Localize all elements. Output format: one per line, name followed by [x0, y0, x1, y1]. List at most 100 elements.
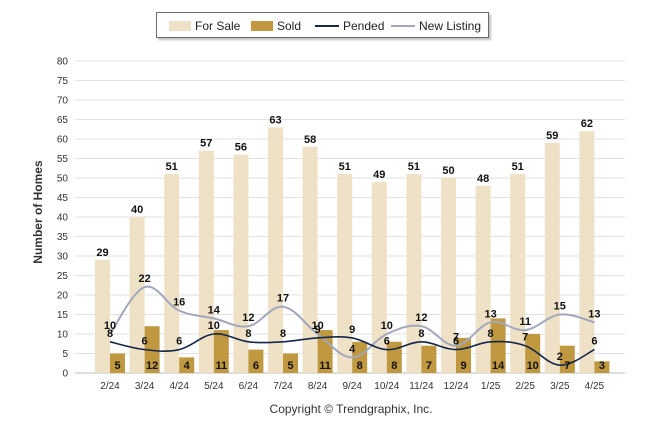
legend-label-for-sale: For Sale [195, 19, 241, 33]
label-for-sale: 62 [581, 118, 593, 130]
bar-sold [213, 330, 229, 373]
y-tick-label: 65 [57, 115, 69, 126]
label-new-listing: 10 [381, 320, 393, 332]
bar-sold [179, 357, 195, 373]
label-sold: 14 [492, 360, 505, 372]
label-sold: 8 [357, 360, 363, 372]
bar-for-sale [129, 217, 145, 373]
label-sold: 8 [391, 360, 397, 372]
label-new-listing: 22 [138, 273, 150, 285]
label-sold: 5 [114, 360, 120, 372]
label-pended: 8 [488, 328, 494, 340]
y-tick-label: 60 [57, 135, 69, 146]
label-sold: 9 [460, 360, 466, 372]
bar-for-sale [406, 174, 422, 373]
y-tick-label: 80 [57, 57, 69, 68]
label-for-sale: 51 [408, 161, 420, 173]
label-new-listing: 10 [104, 320, 116, 332]
label-sold: 10 [527, 360, 539, 372]
legend: For Sale Sold Pended New Listing [156, 12, 489, 38]
bar-sold [456, 337, 471, 373]
label-sold: 11 [319, 360, 331, 372]
bar-sold [352, 341, 368, 373]
label-pended: 10 [208, 320, 220, 332]
label-pended: 6 [591, 336, 597, 348]
label-for-sale: 49 [373, 169, 385, 181]
bar-for-sale [198, 150, 214, 373]
y-tick-label: 55 [57, 154, 69, 165]
x-tick-label: 10/24 [374, 381, 399, 392]
label-sold: 4 [184, 360, 191, 372]
label-new-listing: 16 [173, 297, 185, 309]
bar-sold [525, 334, 541, 373]
y-tick-label: 20 [57, 291, 69, 302]
bar-for-sale [371, 181, 387, 373]
label-for-sale: 29 [96, 247, 108, 259]
legend-line-new-listing [391, 25, 415, 27]
x-tick-label: 6/24 [239, 381, 259, 392]
bar-sold [248, 349, 264, 373]
y-tick-label: 15 [57, 310, 69, 321]
label-sold: 7 [426, 360, 432, 372]
y-tick-label: 30 [57, 252, 69, 263]
label-new-listing: 10 [311, 320, 323, 332]
label-new-listing: 13 [484, 308, 496, 320]
label-pended: 6 [384, 336, 390, 348]
label-for-sale: 50 [442, 165, 454, 177]
label-new-listing: 12 [242, 312, 254, 324]
y-tick-label: 25 [57, 271, 69, 282]
label-sold: 3 [599, 360, 605, 372]
y-tick-label: 50 [57, 174, 69, 185]
x-tick-label: 4/25 [585, 381, 605, 392]
label-sold: 6 [253, 360, 259, 372]
label-pended: 8 [107, 328, 113, 340]
label-pended: 6 [453, 336, 459, 348]
x-tick-label: 3/25 [550, 381, 570, 392]
x-tick-label: 4/24 [169, 381, 189, 392]
label-for-sale: 56 [235, 142, 247, 154]
legend-label-new-listing: New Listing [419, 19, 482, 33]
legend-label-pended: Pended [343, 19, 385, 33]
bar-sold [421, 345, 437, 373]
bar-for-sale [233, 154, 249, 373]
label-for-sale: 58 [304, 134, 316, 146]
label-pended: 8 [418, 328, 424, 340]
y-tick-label: 35 [57, 232, 69, 243]
bar-sold [594, 361, 610, 373]
label-for-sale: 51 [166, 161, 178, 173]
label-for-sale: 51 [512, 161, 524, 173]
label-for-sale: 40 [131, 204, 143, 216]
label-new-listing: 14 [208, 304, 221, 316]
bar-for-sale [579, 131, 595, 373]
bar-for-sale [337, 174, 353, 373]
bar-sold [490, 318, 506, 373]
bar-for-sale [441, 178, 456, 373]
label-for-sale: 48 [477, 173, 489, 185]
label-new-listing: 7 [453, 332, 459, 344]
label-pended: 6 [142, 336, 148, 348]
label-for-sale: 51 [339, 161, 351, 173]
x-tick-label: 2/24 [100, 381, 120, 392]
label-sold: 5 [287, 360, 293, 372]
x-tick-label: 3/24 [135, 381, 155, 392]
label-sold: 11 [215, 360, 227, 372]
legend-label-sold: Sold [277, 19, 302, 33]
bar-sold [317, 330, 333, 373]
line-pended [109, 333, 595, 367]
label-new-listing: 13 [588, 308, 600, 320]
bar-for-sale [475, 185, 491, 373]
y-tick-label: 5 [62, 349, 68, 360]
copyright-text: Copyright © Trendgraphix, Inc. [269, 402, 433, 416]
bar-sold [559, 345, 575, 373]
x-tick-label: 5/24 [204, 381, 224, 392]
bar-for-sale [95, 259, 110, 373]
label-new-listing: 17 [277, 293, 289, 305]
bar-for-sale [164, 174, 180, 373]
x-tick-label: 8/24 [308, 381, 328, 392]
line-new-listing [109, 285, 595, 359]
label-pended: 2 [557, 351, 563, 363]
x-tick-label: 1/25 [481, 381, 501, 392]
legend-swatch-for-sale [169, 21, 191, 31]
